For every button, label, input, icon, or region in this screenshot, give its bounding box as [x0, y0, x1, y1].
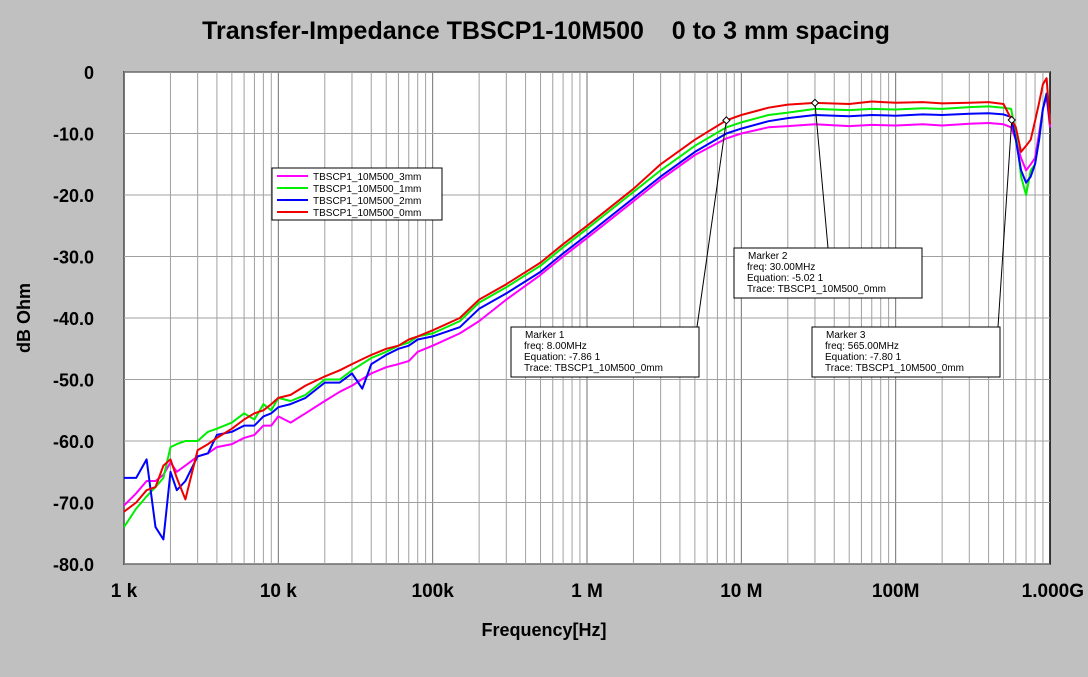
x-tick-label: 1.000G: [1022, 581, 1084, 602]
y-tick-label: -80.0: [53, 555, 94, 575]
legend: TBSCP1_10M500_3mmTBSCP1_10M500_1mmTBSCP1…: [271, 167, 443, 221]
marker-point: [722, 116, 731, 125]
x-tick-label: 1 M: [571, 581, 603, 602]
marker-text: Trace: TBSCP1_10M500_0mm: [524, 363, 663, 374]
y-tick-label: -30.0: [53, 248, 94, 268]
marker-text: Trace: TBSCP1_10M500_0mm: [825, 363, 964, 374]
y-tick-label: -10.0: [53, 125, 94, 145]
marker-text: freq: 8.00MHz: [524, 341, 587, 352]
series-line-TBSCP1_10M500_2mm: [124, 92, 1051, 541]
grid-layer: [123, 71, 1050, 565]
y-tick-label: -70.0: [53, 494, 94, 514]
marker-text: freq: 30.00MHz: [747, 262, 815, 273]
marker-leader-line: [997, 119, 1013, 328]
x-tick-label: 100k: [412, 581, 455, 602]
marker-box: [811, 326, 1001, 378]
legend-entry: TBSCP1_10M500_2mm: [313, 196, 421, 207]
y-tick-label: -60.0: [53, 432, 94, 452]
marker-box: [510, 326, 700, 378]
marker-text: freq: 565.00MHz: [825, 341, 899, 352]
marker-point: [1007, 115, 1016, 125]
series-line-TBSCP1_10M500_0mm: [123, 77, 1051, 513]
marker-text: Equation: -5.02 1: [747, 273, 824, 284]
marker-text: Equation: -7.80 1: [825, 352, 902, 363]
tick-labels: 1 k 10 k 100k 1 M 10 M 100M 1.000G 0 -10.0 -20.0 -…: [53, 63, 1084, 602]
x-axis-label: Frequency[Hz]: [481, 620, 606, 640]
legend-entry: TBSCP1_10M500_1mm: [313, 184, 421, 195]
x-tick-label: 1 k: [111, 581, 138, 602]
x-tick-label: 10 M: [720, 581, 762, 602]
series-layer: [123, 77, 1051, 541]
marker-box: [733, 247, 923, 299]
y-tick-label: -20.0: [53, 186, 94, 206]
y-tick-label: -40.0: [53, 309, 94, 329]
series-line-TBSCP1_10M500_3mm: [123, 95, 1051, 507]
marker-text: Marker 3: [826, 330, 866, 341]
legend-entry: TBSCP1_10M500_0mm: [313, 208, 421, 219]
chart-title: Transfer-Impedance TBSCP1-10M500 0 to 3 …: [202, 17, 890, 45]
y-axis-label: dB Ohm: [14, 283, 34, 353]
marker-text: Trace: TBSCP1_10M500_0mm: [747, 284, 886, 295]
legend-entry: TBSCP1_10M500_3mm: [313, 172, 421, 183]
marker-text: Marker 1: [525, 330, 565, 341]
x-tick-label: 100M: [872, 581, 920, 602]
marker-text: Marker 2: [748, 251, 788, 262]
marker-point: [810, 98, 820, 108]
y-tick-label: 0: [84, 63, 94, 83]
x-tick-label: 10 k: [260, 581, 297, 602]
y-tick-label: -50.0: [53, 371, 94, 391]
marker-leader-line: [696, 120, 727, 328]
marker-leader-line: [814, 102, 829, 249]
marker-text: Equation: -7.86 1: [524, 352, 601, 363]
